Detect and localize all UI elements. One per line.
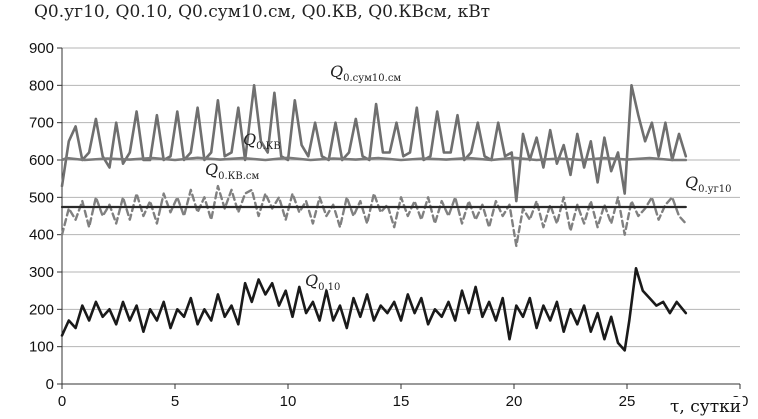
label-q-kv-sm-sub: 0.КВ.см <box>218 171 260 183</box>
y-tick-label-6: 600 <box>29 152 54 169</box>
label-q-kv-sm-base: Q <box>205 160 219 179</box>
series-line-1 <box>60 156 688 162</box>
y-tick-labels: 0 100 200 300 400 500 600 700 800 900 <box>29 40 54 393</box>
label-q-10-sub: 0.10 <box>318 282 341 294</box>
y-tick-label-1: 100 <box>29 339 54 356</box>
label-q-kv-sub: 0.КВ <box>256 141 281 153</box>
y-tick-label-9: 900 <box>29 40 54 57</box>
series-lines <box>60 84 688 352</box>
label-q-ug10: Q0.уг10 <box>685 173 732 195</box>
x-tick-labels: 051015202530 <box>58 393 749 410</box>
chart-title-text: Q0.уг10, Q0.10, Q0.сум10.см, Q0.КВ, Q0.К… <box>34 2 491 22</box>
series-line-4 <box>60 266 688 352</box>
series-line-0 <box>60 84 688 203</box>
axes <box>57 47 741 389</box>
y-tick-label-4: 400 <box>29 227 54 244</box>
y-tick-label-3: 300 <box>29 264 54 281</box>
x-tick-label-1: 5 <box>171 393 179 410</box>
label-q-10-base: Q <box>305 271 319 290</box>
label-q-kv-base: Q <box>243 130 257 149</box>
label-q-sum10-sm-base: Q <box>330 62 344 81</box>
y-tick-label-8: 800 <box>29 77 54 94</box>
label-q-ug10-base: Q <box>685 173 699 192</box>
x-tick-label-5: 25 <box>619 393 636 410</box>
label-q-sum10-sm: Q0.сум10.см <box>330 62 401 84</box>
x-tick-label-3: 15 <box>393 393 410 410</box>
y-tick-label-7: 700 <box>29 115 54 132</box>
x-tick-label-2: 10 <box>280 393 297 410</box>
label-q-kv-sm: Q0.КВ.см <box>205 160 259 182</box>
series-line-2 <box>60 184 687 248</box>
label-q-10: Q0.10 <box>305 271 340 293</box>
y-tick-label-5: 500 <box>29 189 54 206</box>
label-q-ug10-sub: 0.уг10 <box>698 184 732 196</box>
x-axis-label: τ, сутки <box>668 397 744 417</box>
x-tick-label-0: 0 <box>58 393 66 410</box>
x-tick-label-4: 20 <box>506 393 523 410</box>
label-q-kv: Q0.КВ <box>243 130 281 152</box>
chart-title: Q0.уг10, Q0.10, Q0.сум10.см, Q0.КВ, Q0.К… <box>34 2 490 22</box>
y-tick-label-0: 0 <box>46 376 54 393</box>
label-q-sum10-sm-sub: 0.сум10.см <box>343 73 402 85</box>
y-tick-label-2: 200 <box>29 301 54 318</box>
